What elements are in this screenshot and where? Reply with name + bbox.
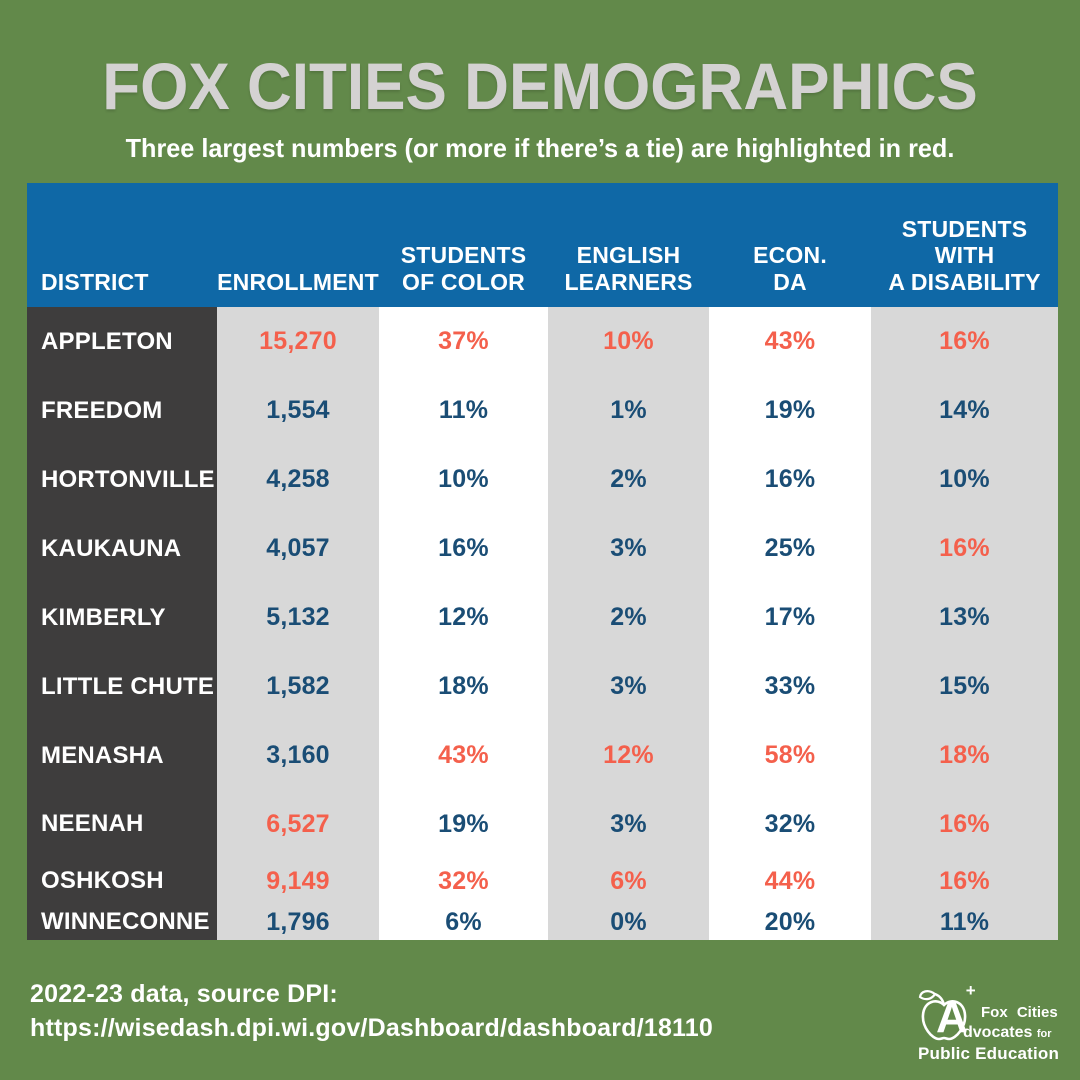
district-name: APPLETON (27, 307, 217, 376)
cell-english-learners: 0% (548, 904, 709, 940)
district-name: MENASHA (27, 721, 217, 790)
footer: 2022-23 data, source DPI: https://wiseda… (30, 978, 713, 1046)
cell-econ-da: 19% (709, 376, 871, 445)
cell-students-of-color: 12% (379, 583, 548, 652)
cell-enrollment: 9,149 (217, 858, 379, 904)
cell-econ-da: 25% (709, 514, 871, 583)
table-row-kimberly: KIMBERLY 5,132 12% 2% 17% 13% (27, 583, 1058, 652)
table-body: APPLETON 15,270 37% 10% 43% 16% FREEDOM 1,554 11… (27, 307, 1058, 940)
cell-econ-da: 17% (709, 583, 871, 652)
cell-english-learners: 3% (548, 652, 709, 721)
cell-students-with-a-disability: 16% (871, 858, 1058, 904)
table-row-little-chute: LITTLE CHUTE 1,582 18% 3% 33% 15% (27, 652, 1058, 721)
table-row-neenah: NEENAH 6,527 19% 3% 32% 16% (27, 790, 1058, 858)
cell-econ-da: 58% (709, 721, 871, 790)
cell-econ-da: 44% (709, 858, 871, 904)
table-row-hortonville: HORTONVILLE 4,258 10% 2% 16% 10% (27, 445, 1058, 514)
cell-students-of-color: 37% (379, 307, 548, 376)
logo-text-fox-cities: Fox Cities (981, 1004, 1058, 1021)
page-title: FOX CITIES DEMOGRAPHICS (102, 49, 978, 123)
table-row-winneconne: WINNECONNE 1,796 6% 0% 20% 11% (27, 904, 1058, 940)
cell-students-with-a-disability: 18% (871, 721, 1058, 790)
table-row-appleton: APPLETON 15,270 37% 10% 43% 16% (27, 307, 1058, 376)
cell-enrollment: 1,554 (217, 376, 379, 445)
cell-students-with-a-disability: 16% (871, 514, 1058, 583)
cell-econ-da: 20% (709, 904, 871, 940)
cell-english-learners: 10% (548, 307, 709, 376)
district-name: KIMBERLY (27, 583, 217, 652)
cell-enrollment: 1,582 (217, 652, 379, 721)
cell-students-with-a-disability: 16% (871, 790, 1058, 858)
column-header-english-learners: ENGLISH LEARNERS (564, 242, 693, 295)
district-name: OSHKOSH (27, 858, 217, 904)
district-name: FREEDOM (27, 376, 217, 445)
cell-students-of-color: 32% (379, 858, 548, 904)
cell-enrollment: 15,270 (217, 307, 379, 376)
cell-students-of-color: 10% (379, 445, 548, 514)
cell-english-learners: 2% (548, 583, 709, 652)
cell-students-of-color: 43% (379, 721, 548, 790)
column-header-econ-da: ECON. DA (753, 242, 827, 295)
cell-enrollment: 4,057 (217, 514, 379, 583)
column-header-enrollment: ENROLLMENT (217, 268, 379, 295)
cell-english-learners: 6% (548, 858, 709, 904)
district-name: KAUKAUNA (27, 514, 217, 583)
cell-econ-da: 33% (709, 652, 871, 721)
cell-students-with-a-disability: 15% (871, 652, 1058, 721)
cell-enrollment: 3,160 (217, 721, 379, 790)
cell-students-of-color: 6% (379, 904, 548, 940)
column-header-students-of-color: STUDENTS OF COLOR (400, 242, 527, 295)
cell-english-learners: 2% (548, 445, 709, 514)
cell-english-learners: 1% (548, 376, 709, 445)
district-name: NEENAH (27, 790, 217, 858)
cell-econ-da: 32% (709, 790, 871, 858)
logo-letter-a: A+ (936, 981, 976, 1042)
cell-students-with-a-disability: 14% (871, 376, 1058, 445)
cell-students-of-color: 19% (379, 790, 548, 858)
cell-econ-da: 43% (709, 307, 871, 376)
cell-students-of-color: 18% (379, 652, 548, 721)
source-note: 2022-23 data, source DPI: (30, 980, 338, 1008)
district-name: HORTONVILLE (27, 445, 217, 514)
cell-english-learners: 3% (548, 790, 709, 858)
table-header-row: DISTRICT ENROLLMENT STUDENTS OF COLOR ENGLIS… (27, 183, 1058, 307)
table-row-menasha: MENASHA 3,160 43% 12% 58% 18% (27, 721, 1058, 790)
demographics-table: DISTRICT ENROLLMENT STUDENTS OF COLOR ENGLIS… (27, 183, 1058, 940)
district-name: WINNECONNE (27, 904, 217, 940)
cell-enrollment: 1,796 (217, 904, 379, 940)
cell-enrollment: 4,258 (217, 445, 379, 514)
source-url-link[interactable]: https://wisedash.dpi.wi.gov/Dashboard/da… (30, 1013, 713, 1042)
table-row-oshkosh: OSHKOSH 9,149 32% 6% 44% 16% (27, 858, 1058, 904)
cell-english-learners: 12% (548, 721, 709, 790)
cell-students-with-a-disability: 16% (871, 307, 1058, 376)
subtitle-highlight-note: Three largest numbers (or more if there’… (125, 133, 955, 163)
cell-enrollment: 6,527 (217, 790, 379, 858)
cell-econ-da: 16% (709, 445, 871, 514)
cell-students-with-a-disability: 11% (871, 904, 1058, 940)
cell-enrollment: 5,132 (217, 583, 379, 652)
cell-english-learners: 3% (548, 514, 709, 583)
district-name: LITTLE CHUTE (27, 652, 217, 721)
table-row-kaukauna: KAUKAUNA 4,057 16% 3% 25% 16% (27, 514, 1058, 583)
column-header-district: DISTRICT (41, 268, 149, 295)
cell-students-with-a-disability: 13% (871, 583, 1058, 652)
table-row-freedom: FREEDOM 1,554 11% 1% 19% 14% (27, 376, 1058, 445)
org-logo: A+ Fox Cities dvocates for Public Educat… (918, 981, 1063, 1066)
cell-students-with-a-disability: 10% (871, 445, 1058, 514)
cell-students-of-color: 16% (379, 514, 548, 583)
logo-text-advocates: dvocates for (963, 1024, 1052, 1041)
cell-students-of-color: 11% (379, 376, 548, 445)
logo-text-public-education: Public Education (918, 1044, 1060, 1063)
column-header-students-with-a-disability: STUDENTS WITH A DISABILITY (888, 215, 1041, 295)
apple-icon (918, 990, 967, 1041)
